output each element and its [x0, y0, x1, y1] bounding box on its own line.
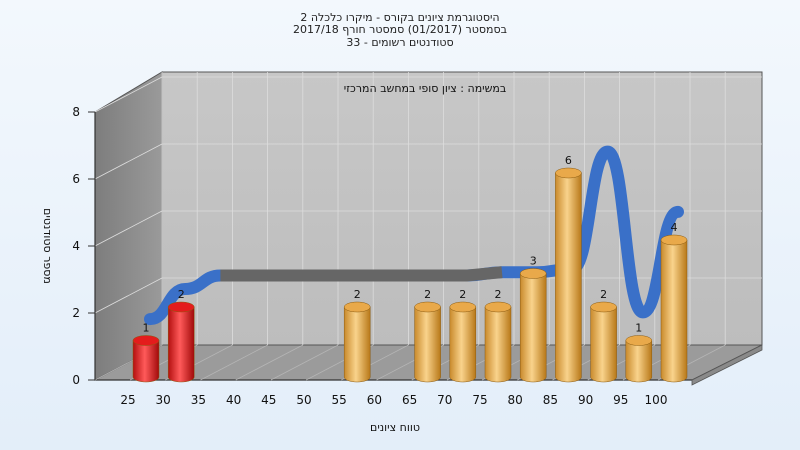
- data-label: 2: [178, 288, 185, 301]
- bar-top: [414, 301, 441, 313]
- x-tick-label: 45: [261, 393, 276, 407]
- bar-55: [343, 301, 371, 383]
- data-label: 2: [354, 288, 361, 301]
- grid-line-h-left: [94, 277, 163, 314]
- y-tick-label: 6: [72, 172, 80, 186]
- grid-line-h-left: [94, 76, 163, 113]
- bar-75: [484, 301, 512, 383]
- y-tick-label: 0: [72, 373, 80, 387]
- bar-top: [519, 268, 547, 279]
- bar-top: [132, 335, 160, 346]
- bar-body: [590, 306, 617, 383]
- chart-subtitle: במשימה : ציון סופי במחשב המרכזי: [344, 82, 507, 95]
- front-floor-edge: [691, 344, 763, 386]
- bar-body: [484, 306, 512, 383]
- grid-line-floor: [270, 344, 339, 381]
- x-axis-label: טווח ציונים: [370, 421, 420, 434]
- x-tick-label: 70: [437, 393, 452, 407]
- grid-line-h-left: [94, 143, 163, 180]
- bar-25: [132, 335, 160, 383]
- bar-top: [590, 301, 617, 313]
- data-labels: 1 2 2 2 2 2 3 6 2 1 4: [143, 154, 678, 335]
- grid-line-floor: [200, 344, 268, 381]
- x-tick-label: 100: [645, 393, 668, 407]
- x-tick-label: 40: [226, 393, 241, 407]
- data-label: 6: [565, 154, 572, 167]
- bar-top: [660, 234, 688, 246]
- x-tick-label: 85: [543, 393, 558, 407]
- chart-title-line-3: סטודנטים רשומים - 33: [346, 36, 454, 49]
- trend-line: [144, 145, 684, 326]
- x-tick-label: 65: [402, 393, 417, 407]
- bar-90: [590, 301, 617, 383]
- bar-body: [519, 273, 547, 383]
- y-tick-label: 2: [72, 306, 80, 320]
- grid-line-h-left: [94, 210, 163, 247]
- bar-95: [625, 335, 653, 383]
- data-label: 4: [671, 221, 678, 234]
- bar-top: [167, 301, 195, 313]
- chart-title-line-2: בסמסטר (01/2017) סמסטר חורף 2017/18: [293, 23, 507, 36]
- data-label: 2: [600, 288, 607, 301]
- y-tick-label: 8: [72, 105, 80, 119]
- x-tick-label: 55: [332, 393, 347, 407]
- data-label: 1: [143, 322, 150, 335]
- bar-85: [555, 167, 582, 383]
- y-axis-label: מספר סטודנטים: [41, 208, 54, 284]
- bar-80: [519, 268, 547, 383]
- bar-top: [555, 167, 582, 179]
- bar-30: [167, 301, 195, 383]
- bars: [132, 167, 688, 383]
- x-tick-label: 35: [191, 393, 206, 407]
- x-tick-label: 90: [578, 393, 593, 407]
- chart-title-line-1: היסטוגרמת ציונים בקורס - מיקרו כלכלה 2: [300, 11, 500, 24]
- bar-65: [414, 301, 441, 383]
- data-label: 1: [635, 322, 642, 335]
- bar-top: [449, 301, 477, 313]
- bar-body: [167, 306, 195, 383]
- x-tick-label: 30: [156, 393, 171, 407]
- x-tick-label: 80: [508, 393, 523, 407]
- data-label: 2: [424, 288, 431, 301]
- bar-100: [660, 234, 688, 383]
- x-tick-label: 95: [613, 393, 628, 407]
- bar-body: [132, 340, 160, 383]
- grid-line-floor: [235, 344, 303, 381]
- bar-body: [414, 306, 441, 383]
- trend-ribbon-plateau: [220, 266, 503, 282]
- x-axis-ticks: 25 30 35 40 45 50 55 60 65 70 75 80 85 90 95 100: [120, 393, 667, 407]
- bar-body: [343, 306, 371, 383]
- x-tick-label: 50: [296, 393, 311, 407]
- bar-body: [660, 239, 688, 383]
- bar-body: [555, 172, 582, 383]
- x-tick-label: 25: [120, 393, 135, 407]
- data-label: 2: [495, 288, 502, 301]
- bar-body: [449, 306, 477, 383]
- left-wall: [94, 71, 163, 381]
- bar-top: [625, 335, 653, 346]
- bar-body: [625, 340, 653, 383]
- bar-top: [343, 301, 371, 313]
- y-tick-label: 4: [72, 239, 80, 253]
- x-tick-label: 75: [472, 393, 487, 407]
- bar-70: [449, 301, 477, 383]
- x-tick-label: 60: [367, 393, 382, 407]
- y-axis-ticks: 0 2 4 6 8: [72, 105, 96, 387]
- bar-top: [484, 301, 512, 313]
- data-label: 2: [459, 288, 466, 301]
- data-label: 3: [530, 255, 537, 268]
